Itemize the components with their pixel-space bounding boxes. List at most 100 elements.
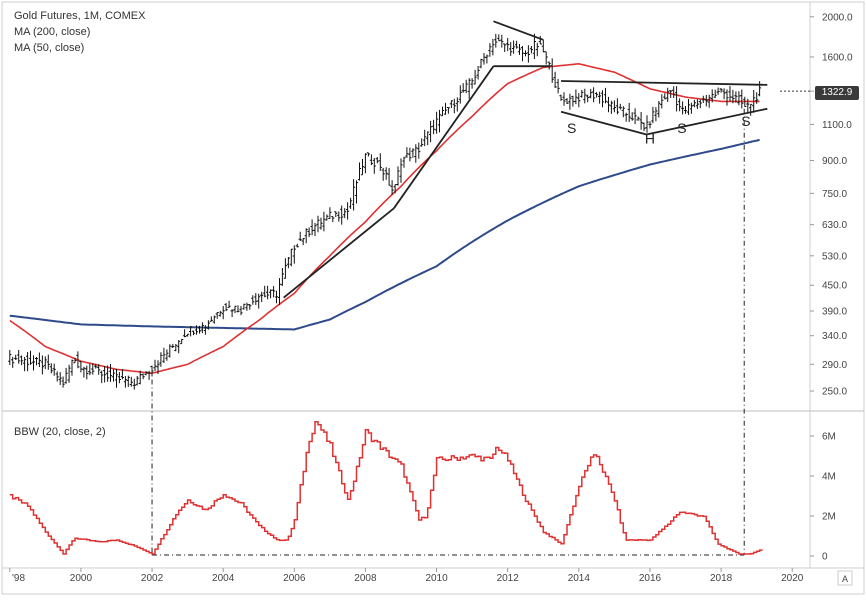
ohlc-bar — [126, 375, 130, 387]
ohlc-bar — [298, 231, 302, 241]
pattern-label: H — [645, 130, 655, 146]
bbw-tick-label: 0 — [822, 552, 828, 563]
ohlc-bar — [334, 211, 338, 217]
ohlc-bar — [583, 88, 587, 104]
ohlc-bar — [455, 97, 459, 112]
ohlc-bar — [85, 365, 89, 380]
ohlc-bar — [230, 309, 234, 317]
ohlc-bar — [301, 238, 305, 246]
ohlc-bar — [55, 371, 59, 382]
ohlc-bar — [174, 344, 178, 352]
ohlc-bar — [103, 366, 107, 383]
price-tick-label: 530.0 — [822, 251, 847, 262]
ohlc-bar — [725, 89, 729, 106]
ohlc-bar — [31, 355, 36, 371]
ohlc-bar — [592, 87, 596, 103]
ohlc-bar — [106, 365, 110, 382]
ohlc-bar — [408, 147, 412, 162]
ohlc-bar — [224, 303, 228, 312]
ohlc-bar — [307, 227, 311, 238]
ohlc-bar — [686, 99, 691, 115]
ohlc-bar — [197, 325, 202, 334]
ohlc-bar — [476, 66, 480, 80]
ohlc-bar — [672, 86, 676, 98]
ohlc-bar — [186, 333, 190, 337]
ohlc-bar — [624, 112, 628, 122]
ohlc-bar — [17, 350, 21, 364]
ohlc-bar — [491, 39, 495, 56]
ohlc-bar — [609, 100, 613, 114]
ohlc-bar — [553, 71, 557, 88]
ohlc-bar — [630, 112, 634, 121]
ohlc-bar — [277, 278, 282, 306]
auto-scale-box — [837, 570, 853, 586]
legend-ma50: MA (50, close) — [14, 42, 85, 54]
ohlc-bar — [639, 112, 643, 130]
ohlc-bar — [251, 295, 255, 305]
ohlc-bar — [402, 156, 406, 168]
ohlc-bar — [14, 354, 18, 360]
price-tick-label: 900.0 — [822, 156, 847, 167]
ohlc-bar — [319, 217, 323, 230]
trend-line — [561, 80, 768, 86]
ohlc-bar — [562, 92, 566, 106]
ohlc-bar — [473, 69, 477, 85]
ohlc-bar — [743, 96, 747, 107]
time-tick-label: 2014 — [568, 573, 591, 584]
ohlc-bar — [423, 129, 427, 147]
ohlc-bar — [461, 83, 465, 93]
time-tick-label: 2016 — [639, 573, 662, 584]
ohlc-bar — [156, 360, 160, 374]
ohlc-bar — [633, 108, 637, 125]
ohlc-bar — [749, 103, 753, 116]
ohlc-bar — [135, 376, 139, 386]
ohlc-bar — [46, 354, 50, 370]
price-tick-label: 1600.0 — [822, 52, 853, 63]
ohlc-bar — [443, 102, 448, 115]
ohlc-bar — [390, 180, 394, 195]
ohlc-bar — [657, 101, 661, 118]
ohlc-bar — [429, 120, 433, 143]
last-price-badge: 1322.9 — [815, 86, 859, 100]
ohlc-bar — [689, 102, 693, 114]
pattern-label: S — [741, 113, 750, 129]
ohlc-bar — [313, 222, 317, 237]
time-tick-label: 2004 — [212, 573, 235, 584]
ohlc-bar — [586, 94, 590, 103]
ohlc-bar — [189, 326, 193, 337]
ohlc-bar — [76, 351, 80, 369]
ohlc-bar — [580, 90, 584, 98]
ohlc-bar — [23, 357, 27, 372]
ohlc-bar — [257, 293, 261, 309]
ohlc-bar — [239, 306, 243, 316]
ohlc-bar — [64, 367, 68, 384]
price-tick-label: 340.0 — [822, 331, 847, 342]
ohlc-bar — [43, 356, 47, 369]
ohlc-bar — [325, 214, 329, 221]
ohlc-bar — [446, 107, 450, 114]
price-tick-label: 750.0 — [822, 189, 847, 200]
ohlc-bar — [512, 40, 516, 54]
time-tick-label: 2008 — [354, 573, 377, 584]
ohlc-bar — [108, 364, 113, 382]
ohlc-bar — [734, 91, 738, 103]
ohlc-bar — [678, 98, 682, 112]
ohlc-bar — [218, 310, 222, 317]
ohlc-bar — [283, 258, 287, 279]
ohlc-bar — [464, 79, 468, 94]
trend-line — [646, 107, 768, 136]
ohlc-bar — [363, 153, 367, 174]
ohlc-bar — [40, 355, 44, 375]
ohlc-bar — [642, 122, 646, 132]
ohlc-bar — [621, 106, 625, 118]
ohlc-bar — [600, 90, 605, 108]
ohlc-bar — [559, 94, 563, 101]
bbw-tick-label: 4M — [822, 472, 836, 483]
auto-scale-icon: A — [842, 574, 848, 584]
ohlc-bar — [435, 111, 439, 134]
ohlc-bar — [500, 34, 504, 48]
ohlc-bar — [212, 315, 216, 324]
ohlc-bar — [295, 243, 299, 248]
ohlc-bar — [509, 42, 513, 56]
